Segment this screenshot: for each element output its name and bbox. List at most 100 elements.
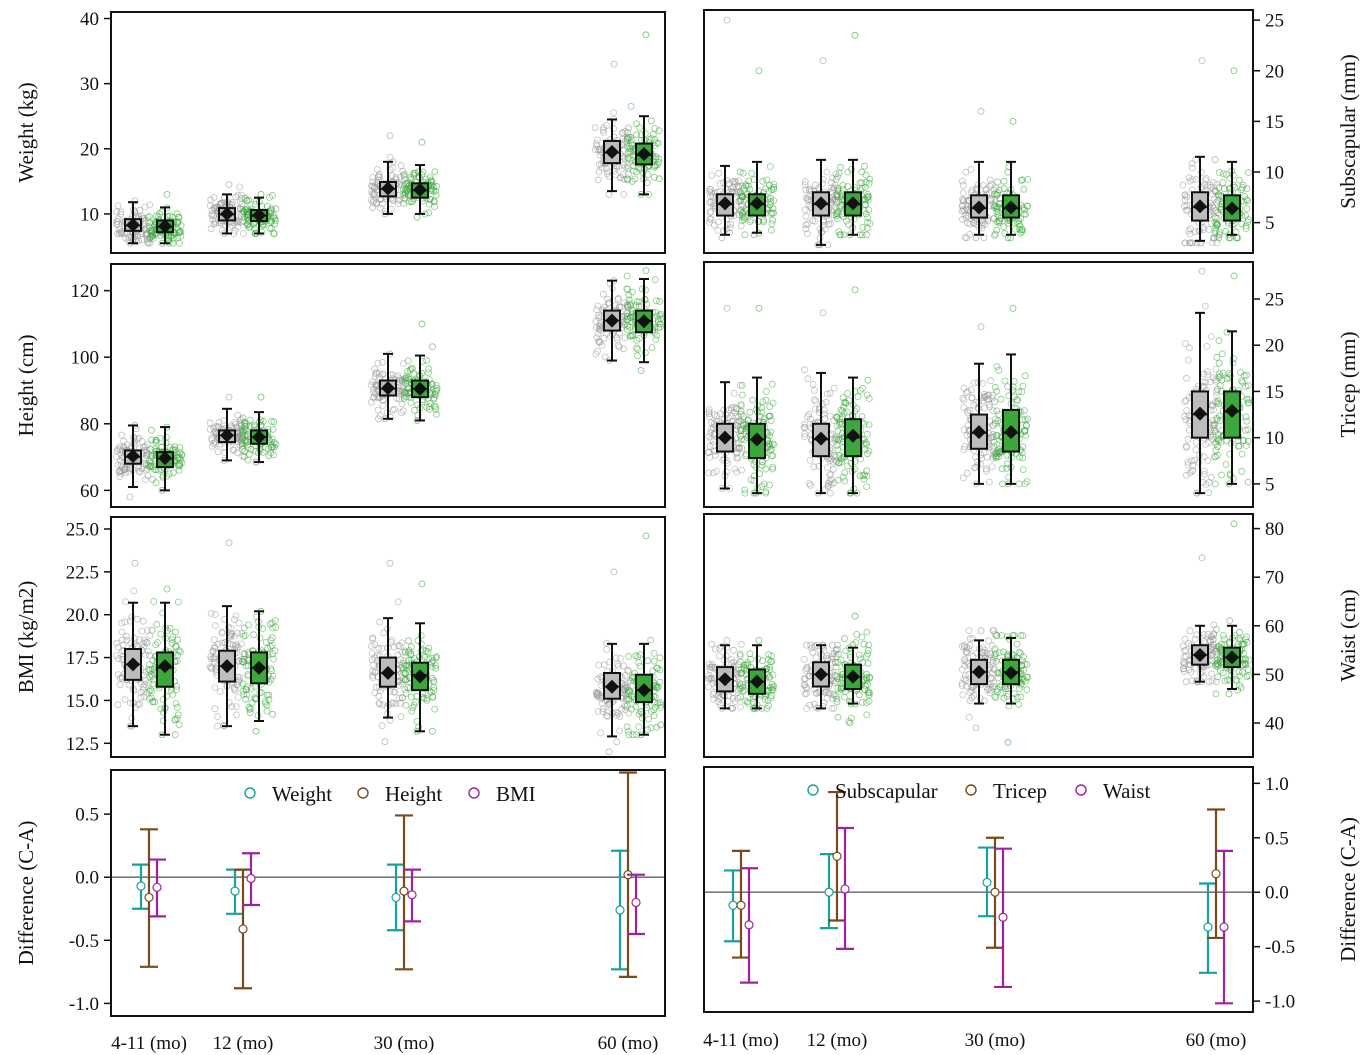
data-point <box>860 224 866 230</box>
data-point <box>864 629 870 635</box>
box-intervention <box>1003 354 1019 483</box>
data-point <box>716 653 722 659</box>
data-point <box>429 728 435 734</box>
data-point <box>856 692 862 698</box>
data-point <box>237 184 243 190</box>
data-point <box>154 621 160 627</box>
y-tick-label: 80 <box>80 414 99 435</box>
data-point <box>854 631 860 637</box>
panel-waist: 4050607080Waist (cm) <box>704 514 1360 757</box>
y-tick-label: 17.5 <box>66 648 99 669</box>
data-point <box>388 206 394 212</box>
data-point <box>866 396 872 402</box>
data-point <box>1219 472 1225 478</box>
data-point <box>1201 468 1207 474</box>
data-point <box>835 714 841 720</box>
data-point <box>147 202 153 208</box>
y-tick-label: 80 <box>1265 519 1284 540</box>
data-point <box>208 226 214 232</box>
outlier-point <box>606 191 612 197</box>
data-point <box>123 633 129 639</box>
outlier-point <box>611 61 617 67</box>
data-point <box>149 627 155 633</box>
data-point <box>387 154 393 160</box>
y-tick-label: 15 <box>1265 112 1284 133</box>
data-point <box>715 227 721 233</box>
data-point <box>716 170 722 176</box>
data-point <box>245 457 251 463</box>
data-point <box>235 694 241 700</box>
data-point <box>1208 334 1214 340</box>
data-point <box>602 354 608 360</box>
outlier-point <box>1010 305 1016 311</box>
data-point <box>264 702 270 708</box>
data-point <box>1002 378 1008 384</box>
data-point <box>594 137 600 143</box>
data-point <box>865 660 871 666</box>
data-point <box>806 481 812 487</box>
data-point <box>432 204 438 210</box>
data-point <box>1185 436 1191 442</box>
outlier-point <box>724 17 730 23</box>
data-point <box>1192 636 1198 642</box>
data-point <box>651 650 657 656</box>
outlier-point <box>414 214 420 220</box>
data-point <box>121 438 127 444</box>
data-point <box>842 478 848 484</box>
data-point <box>425 370 431 376</box>
data-point <box>405 358 411 364</box>
data-point <box>837 164 843 170</box>
data-point <box>717 181 723 187</box>
data-point <box>859 169 865 175</box>
data-point <box>1245 198 1251 204</box>
outlier-point <box>258 394 264 400</box>
outlier-point <box>606 749 612 755</box>
data-point <box>988 378 994 384</box>
data-point <box>1237 369 1243 375</box>
data-point <box>172 732 178 738</box>
data-point <box>827 413 833 419</box>
outlier-point <box>643 32 649 38</box>
data-point <box>811 397 817 403</box>
panel-bmi: 12.515.017.520.022.525.0BMI (kg/m2) <box>14 517 665 757</box>
y-tick-label: 25.0 <box>66 520 99 541</box>
data-point <box>176 467 182 473</box>
data-point <box>1202 303 1208 309</box>
outlier-point <box>978 628 984 634</box>
outlier-point <box>164 191 170 197</box>
data-point <box>424 357 430 363</box>
data-point <box>835 447 841 453</box>
data-point <box>241 625 247 631</box>
points-layer <box>705 521 1252 746</box>
data-point <box>1239 451 1245 457</box>
data-point <box>1022 373 1028 379</box>
panel-tricep: 510152025Tricep (mm) <box>704 262 1360 507</box>
data-point <box>651 658 657 664</box>
data-point <box>1245 479 1251 485</box>
data-point <box>626 653 632 659</box>
data-point <box>119 620 125 626</box>
data-point <box>960 692 966 698</box>
data-point <box>115 203 121 209</box>
data-point <box>994 364 1000 370</box>
data-point <box>375 407 381 413</box>
data-point <box>715 219 721 225</box>
outlier-point <box>973 725 979 731</box>
outlier-point <box>756 68 762 74</box>
data-point <box>996 367 1002 373</box>
data-point <box>635 353 641 359</box>
data-point <box>961 397 967 403</box>
data-point <box>1193 447 1199 453</box>
data-point <box>233 712 239 718</box>
data-point <box>1186 175 1192 181</box>
data-point <box>738 223 744 229</box>
data-point <box>1216 360 1222 366</box>
data-point <box>802 207 808 213</box>
data-point <box>611 110 617 116</box>
data-point <box>803 213 809 219</box>
data-point <box>961 405 967 411</box>
data-point <box>709 641 715 647</box>
data-point <box>841 694 847 700</box>
data-point <box>831 385 837 391</box>
data-point <box>864 484 870 490</box>
